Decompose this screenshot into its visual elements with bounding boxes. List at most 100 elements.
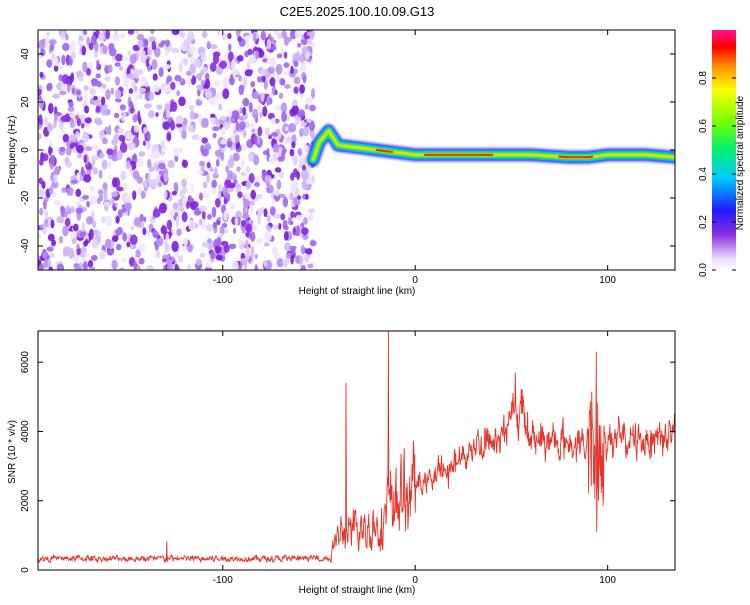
noise-blob	[272, 224, 279, 230]
spectrogram-y-tick-label: -40	[20, 238, 31, 253]
snr-y-tick-label: 4000	[20, 420, 31, 443]
noise-blob	[148, 110, 155, 119]
noise-blob	[87, 259, 94, 269]
noise-blob	[121, 56, 129, 61]
noise-blob	[245, 69, 254, 74]
noise-blob	[267, 66, 275, 74]
noise-blob	[230, 59, 236, 71]
noise-blob	[302, 72, 306, 78]
noise-blob	[143, 216, 147, 223]
noise-blob	[50, 219, 55, 229]
noise-blob	[143, 103, 152, 109]
noise-blob	[175, 216, 180, 227]
noise-blob	[104, 238, 111, 249]
noise-blob	[278, 92, 284, 100]
noise-blob	[235, 121, 240, 131]
noise-blob	[262, 106, 268, 117]
noise-blob	[95, 73, 101, 79]
noise-blob	[178, 62, 183, 72]
noise-blob	[162, 254, 170, 259]
noise-blob	[243, 207, 248, 215]
noise-blob	[296, 214, 303, 220]
colorbar-tick-label: 0.8	[698, 71, 709, 85]
noise-blob	[203, 193, 210, 199]
spectrogram-x-ticks: -100 0 100	[213, 30, 616, 286]
noise-blob	[79, 30, 84, 36]
noise-blob	[48, 103, 54, 114]
noise-blob	[195, 258, 202, 266]
noise-blob	[136, 33, 145, 41]
noise-blob	[110, 87, 115, 95]
noise-blob	[266, 214, 271, 223]
snr-x-tick-label: 0	[412, 575, 418, 586]
noise-blob	[297, 43, 302, 48]
noise-blob	[263, 242, 270, 247]
noise-blob	[83, 240, 88, 247]
noise-blob	[43, 250, 47, 260]
noise-blob	[212, 221, 218, 229]
noise-blob	[293, 86, 299, 95]
noise-blob	[264, 127, 270, 136]
noise-blob	[245, 166, 251, 173]
noise-blob	[232, 227, 237, 234]
noise-blob	[266, 38, 272, 50]
noise-blob	[171, 30, 179, 36]
noise-blob	[225, 116, 230, 123]
noise-blob	[201, 148, 210, 157]
noise-blob	[273, 253, 281, 259]
noise-blob	[172, 202, 178, 210]
noise-blob	[171, 190, 177, 196]
noise-blob	[110, 197, 115, 205]
noise-blob	[241, 145, 248, 152]
noise-blob	[181, 245, 188, 251]
noise-blob	[269, 206, 276, 216]
noise-blob	[98, 32, 105, 42]
noise-blob	[277, 32, 283, 40]
noise-blob	[309, 104, 316, 112]
noise-blob	[181, 178, 187, 188]
noise-blob	[162, 84, 171, 93]
noise-blob	[256, 76, 263, 83]
noise-blob	[212, 126, 220, 132]
spectrogram-y-tick-label: 40	[20, 48, 31, 60]
noise-blob	[72, 122, 76, 128]
noise-blob	[64, 217, 71, 227]
noise-blob	[238, 84, 245, 96]
noise-blob	[101, 159, 108, 170]
noise-blob	[152, 73, 158, 81]
colorbar-tick-label: 0.0	[698, 263, 709, 277]
noise-blob	[70, 51, 77, 60]
noise-blob	[174, 182, 179, 194]
noise-blob	[121, 257, 127, 263]
noise-blob	[235, 30, 241, 37]
noise-blob	[166, 219, 173, 231]
noise-blob	[95, 105, 101, 113]
noise-blob	[276, 53, 283, 59]
noise-blob	[302, 126, 310, 137]
noise-blob	[178, 147, 183, 154]
noise-blob	[142, 38, 149, 48]
noise-blob	[125, 160, 131, 170]
noise-blob	[146, 140, 152, 150]
noise-blob	[295, 187, 300, 197]
noise-blob	[237, 35, 242, 42]
noise-blob	[179, 30, 186, 39]
noise-blob	[254, 253, 258, 260]
noise-blob	[160, 225, 167, 235]
noise-blob	[229, 73, 234, 85]
noise-blob	[202, 181, 208, 189]
snr-y-tick-label: 6000	[20, 351, 31, 374]
noise-blob	[65, 161, 73, 168]
noise-blob	[301, 46, 308, 55]
noise-blob	[223, 53, 229, 62]
noise-blob	[44, 257, 48, 269]
noise-blob	[271, 87, 276, 94]
noise-blob	[47, 122, 52, 133]
noise-blob	[83, 85, 89, 91]
noise-blob	[238, 75, 242, 82]
noise-blob	[49, 139, 53, 148]
noise-blob	[76, 246, 81, 256]
noise-blob	[124, 193, 132, 204]
noise-blob	[95, 81, 102, 88]
